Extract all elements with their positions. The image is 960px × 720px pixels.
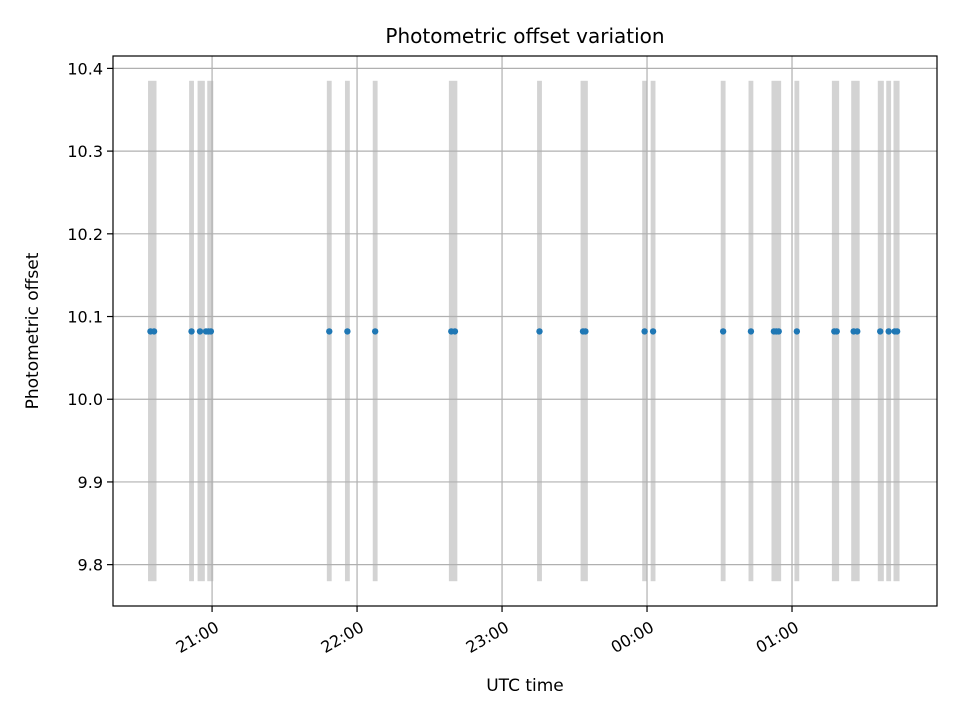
y-tick-label: 10.1 bbox=[67, 308, 103, 327]
data-point bbox=[775, 328, 782, 335]
data-point bbox=[196, 328, 204, 335]
data-point bbox=[188, 328, 195, 335]
data-point bbox=[885, 328, 892, 335]
data-points bbox=[147, 328, 901, 335]
data-point bbox=[877, 328, 884, 335]
y-tick-label: 9.8 bbox=[78, 556, 103, 575]
data-point bbox=[833, 328, 840, 335]
data-point bbox=[326, 328, 333, 335]
data-point bbox=[747, 328, 755, 335]
data-point bbox=[793, 328, 801, 335]
data-point bbox=[150, 328, 158, 335]
y-tick-label: 10.0 bbox=[67, 390, 103, 409]
y-tick-label: 9.9 bbox=[78, 473, 103, 492]
data-point bbox=[451, 328, 459, 335]
data-point bbox=[854, 328, 861, 335]
data-point bbox=[582, 328, 589, 335]
data-point bbox=[371, 328, 379, 335]
y-tick-label: 10.2 bbox=[67, 225, 103, 244]
data-point bbox=[649, 328, 657, 335]
data-point bbox=[893, 328, 901, 335]
y-axis-ticks: 9.8 9.9 10.0 10.1 10.2 10.3 10.4 bbox=[67, 59, 113, 575]
x-axis-title: UTC time bbox=[486, 676, 564, 696]
data-point bbox=[641, 328, 648, 335]
plot-frame bbox=[112, 55, 938, 607]
grid-lines bbox=[113, 56, 937, 606]
data-point bbox=[207, 328, 215, 335]
y-tick-label: 10.4 bbox=[67, 59, 103, 78]
y-tick-label: 10.3 bbox=[67, 142, 103, 161]
chart-title: Photometric offset variation bbox=[385, 24, 664, 48]
data-point bbox=[344, 328, 351, 335]
data-point bbox=[536, 328, 543, 335]
data-point bbox=[719, 328, 727, 335]
y-axis-title: Photometric offset bbox=[23, 252, 43, 409]
